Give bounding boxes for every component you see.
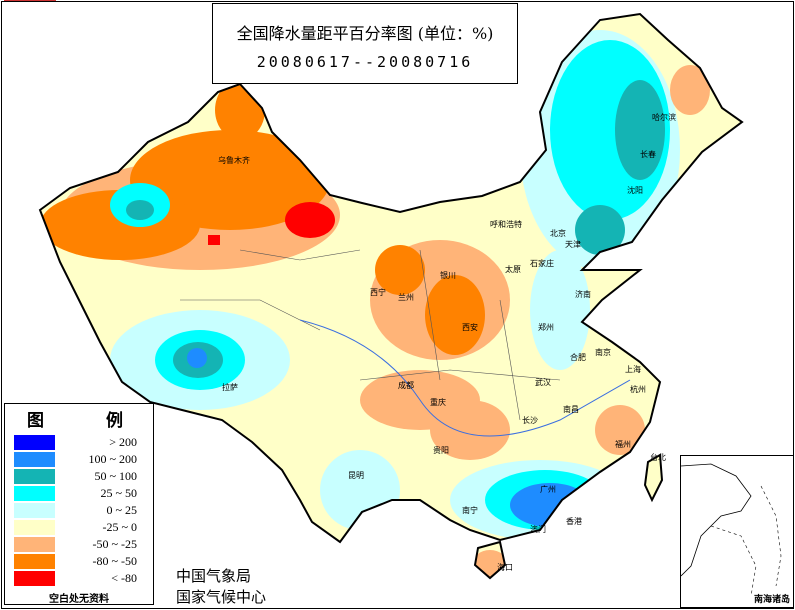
legend-label: -80 ~ -50 bbox=[92, 554, 137, 568]
legend-label: -50 ~ -25 bbox=[92, 537, 137, 551]
legend-swatch bbox=[14, 537, 55, 552]
city-label: 上海 bbox=[625, 364, 641, 374]
title-box: 全国降水量距平百分率图 (单位：%) 20080617--20080716 bbox=[212, 3, 518, 84]
city-label: 重庆 bbox=[430, 397, 446, 407]
city-label: 太原 bbox=[505, 264, 521, 274]
city-label: 呼和浩特 bbox=[490, 219, 522, 229]
city-label: 海口 bbox=[497, 562, 513, 572]
legend-swatch bbox=[14, 435, 55, 450]
city-label: 沈阳 bbox=[627, 185, 643, 195]
legend-swatch bbox=[14, 469, 55, 484]
city-label: 南京 bbox=[595, 347, 611, 357]
city-label: 南昌 bbox=[563, 404, 579, 414]
city-label: 合肥 bbox=[570, 352, 586, 362]
city-label: 武汉 bbox=[535, 377, 551, 387]
city-label: 长春 bbox=[640, 149, 656, 159]
legend-swatch bbox=[14, 520, 55, 535]
legend-swatch bbox=[14, 503, 55, 518]
legend-swatch bbox=[14, 486, 55, 501]
city-label: 西宁 bbox=[370, 287, 386, 297]
city-label: 广州 bbox=[540, 484, 556, 494]
city-label: 天津 bbox=[565, 239, 581, 249]
legend-item: 25 ~ 50 bbox=[14, 486, 149, 502]
city-label: 昆明 bbox=[348, 471, 364, 480]
legend-label: 50 ~ 100 bbox=[94, 469, 138, 483]
legend-label: 25 ~ 50 bbox=[100, 486, 138, 500]
legend-item: -50 ~ -25 bbox=[14, 537, 149, 553]
date-range: 20080617--20080716 bbox=[256, 53, 474, 71]
org-ncc: 国家气候中心 bbox=[176, 588, 267, 606]
city-label: 郑州 bbox=[538, 322, 554, 332]
city-labels: 乌鲁木齐 哈尔滨 长春 沈阳 呼和浩特 北京 天津 石家庄 太原 银川 西宁 兰… bbox=[218, 112, 676, 572]
city-label: 杭州 bbox=[630, 384, 646, 394]
legend-item: 0 ~ 25 bbox=[14, 503, 149, 519]
city-label: 西安 bbox=[462, 322, 478, 332]
city-label: 北京 bbox=[550, 228, 566, 238]
legend-swatch bbox=[14, 452, 55, 467]
city-label: 乌鲁木齐 bbox=[218, 155, 250, 165]
legend-item: -25 ~ 0 bbox=[14, 520, 149, 536]
city-label: 台北 bbox=[650, 452, 666, 462]
legend-title: 图 例 bbox=[27, 411, 151, 431]
city-label: 拉萨 bbox=[222, 382, 238, 392]
no-data-note: 空白处无资料 bbox=[49, 594, 109, 605]
city-label: 福州 bbox=[615, 440, 631, 449]
city-label: 石家庄 bbox=[530, 258, 554, 268]
legend-swatch bbox=[14, 571, 55, 586]
city-label: 成都 bbox=[398, 380, 414, 390]
legend-item: 100 ~ 200 bbox=[14, 452, 149, 468]
city-label: 澳门 bbox=[530, 524, 546, 534]
city-label: 长沙 bbox=[522, 415, 538, 425]
inset-map bbox=[680, 463, 782, 597]
city-label: 兰州 bbox=[398, 292, 414, 302]
legend-label: 100 ~ 200 bbox=[88, 452, 138, 466]
legend-item: < -80 bbox=[14, 571, 149, 587]
city-label: 香港 bbox=[566, 516, 582, 526]
map-title: 全国降水量距平百分率图 (单位：%) bbox=[236, 24, 494, 43]
legend-label: 0 ~ 25 bbox=[106, 503, 138, 517]
city-label: 银川 bbox=[440, 270, 456, 280]
city-label: 哈尔滨 bbox=[652, 112, 676, 122]
legend-item: -80 ~ -50 bbox=[14, 554, 149, 570]
legend-swatch bbox=[14, 554, 55, 569]
legend-item: > 200 bbox=[14, 435, 149, 451]
legend-label: -25 ~ 0 bbox=[102, 520, 138, 534]
legend: 图 例 > 200 100 ~ 200 50 ~ 100 25 ~ 50 0 ~ 25 -… bbox=[4, 403, 154, 605]
city-label: 南宁 bbox=[462, 505, 478, 515]
city-label: 贵阳 bbox=[433, 445, 449, 455]
inset-label: 南海诸岛 bbox=[753, 595, 790, 605]
legend-item: 50 ~ 100 bbox=[14, 469, 149, 485]
org-cma: 中国气象局 bbox=[176, 567, 252, 585]
south-china-sea-inset: 南海诸岛 bbox=[680, 455, 794, 608]
legend-label: > 200 bbox=[109, 435, 137, 449]
city-label: 济南 bbox=[575, 289, 591, 299]
legend-label: < -80 bbox=[111, 571, 137, 585]
